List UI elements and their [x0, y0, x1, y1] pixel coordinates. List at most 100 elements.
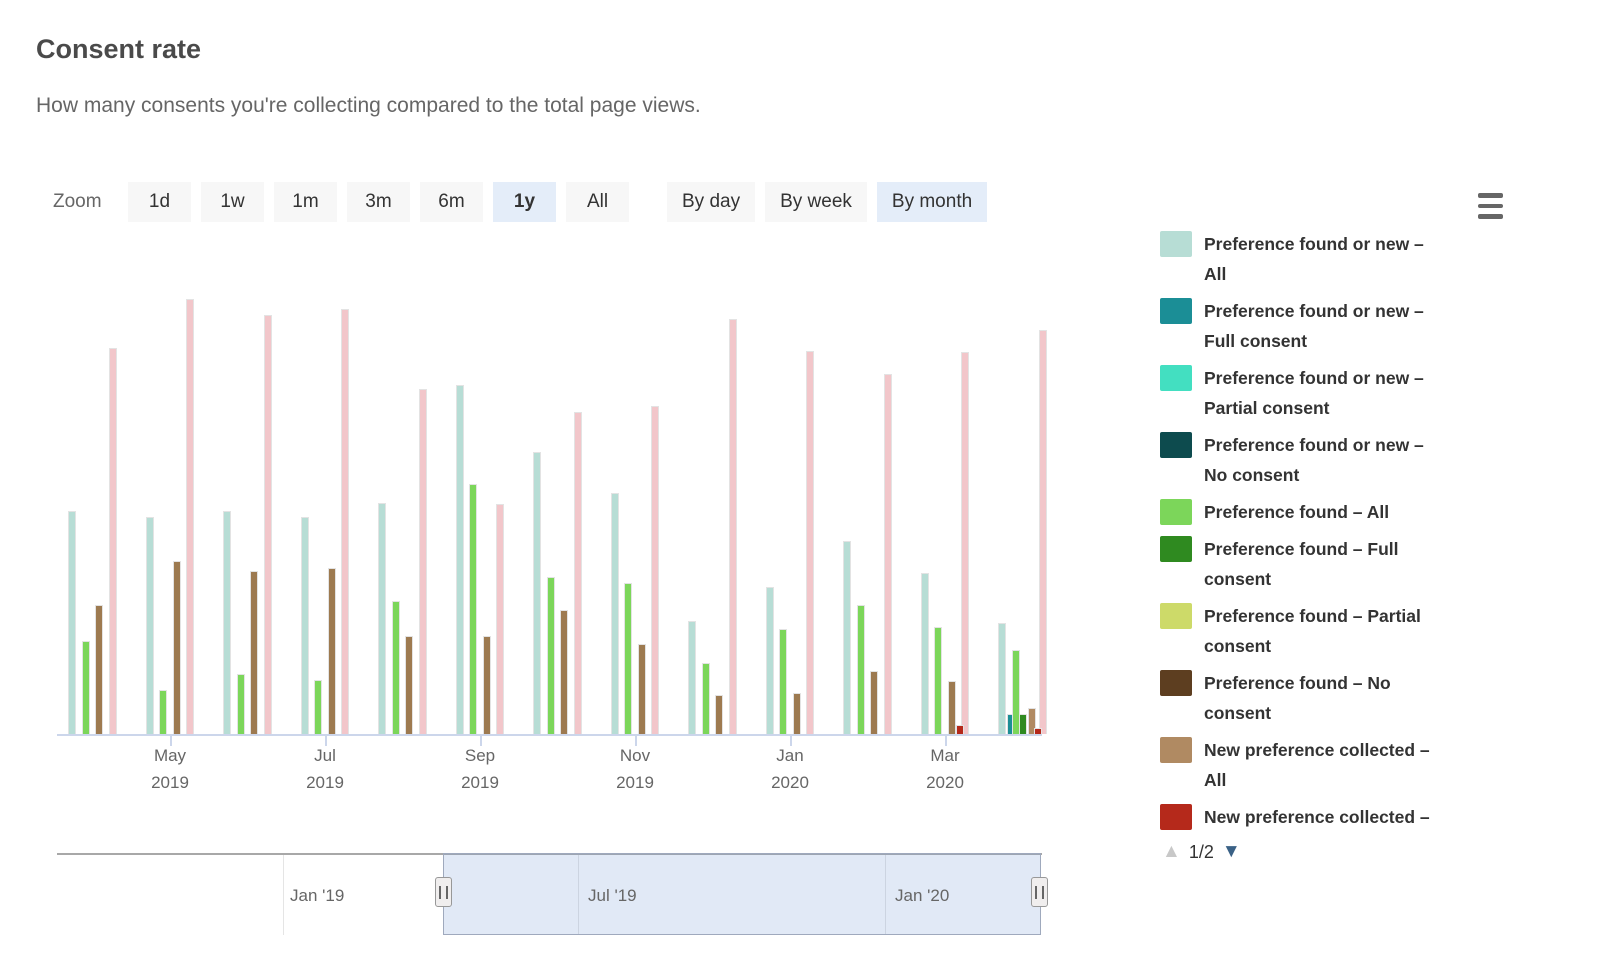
legend-item-label: Preference found – Partial consent [1204, 606, 1421, 656]
bar-pref-found-no-consent-jun-2019[interactable] [250, 570, 258, 734]
bar-new-pref-collected-red-apr-2020[interactable] [1033, 728, 1042, 734]
bar-pref-found-all-dec-2019[interactable] [701, 662, 710, 734]
bar-pref-found-no-consent-mar-2020[interactable] [947, 681, 956, 734]
zoom-button-3m[interactable]: 3m [347, 182, 410, 222]
bar-pref-found-or-new-all-dec-2019[interactable] [688, 620, 696, 734]
bar-pref-found-all-nov-2019[interactable] [624, 582, 632, 734]
bar-pref-found-all-jul-2019[interactable] [314, 680, 322, 734]
bar-pref-found-or-new-all-feb-2020[interactable] [843, 540, 851, 734]
bar-pref-found-or-new-all-nov-2019[interactable] [610, 492, 619, 734]
navigator-gridline [578, 855, 579, 935]
bar-pref-found-or-new-all-may-2019[interactable] [145, 517, 154, 734]
legend-item-2[interactable]: Preference found or new – Partial consent [1160, 363, 1552, 423]
bar-pref-found-no-consent-jul-2019[interactable] [327, 568, 336, 734]
bar-pref-found-no-consent-sep-2019[interactable] [482, 636, 491, 734]
grip-lines-icon [1034, 885, 1044, 899]
bar-unlabeled-pink-mar-2020[interactable] [961, 352, 969, 734]
legend-swatch [1160, 603, 1192, 629]
bar-pref-found-or-new-all-jul-2019[interactable] [300, 517, 309, 734]
bar-pref-found-all-oct-2019[interactable] [546, 576, 555, 734]
bar-pref-found-or-new-all-apr-2019[interactable] [68, 511, 76, 734]
navigator-handle-left[interactable] [434, 877, 452, 907]
bar-unlabeled-pink-jul-2019[interactable] [341, 309, 349, 734]
bar-unlabeled-pink-aug-2019[interactable] [418, 389, 427, 734]
granularity-button-by-day[interactable]: By day [667, 182, 756, 222]
legend-item-5[interactable]: Preference found – Full consent [1160, 534, 1552, 594]
legend: Preference found or new – All Preference f… [1160, 229, 1552, 863]
bar-pref-found-no-consent-dec-2019[interactable] [715, 694, 723, 734]
navigator-label: Jan '19 [290, 886, 345, 905]
plot-area [57, 240, 1047, 734]
zoom-button-All[interactable]: All [566, 182, 629, 222]
navigator-handle-right[interactable] [1030, 877, 1048, 907]
bar-pref-found-or-new-all-apr-2020[interactable] [998, 622, 1006, 734]
chart-context-menu-icon[interactable] [1478, 193, 1504, 219]
bar-pref-found-no-consent-feb-2020[interactable] [870, 670, 878, 734]
bar-unlabeled-pink-jun-2019[interactable] [263, 315, 272, 734]
bar-unlabeled-pink-apr-2020[interactable] [1038, 329, 1047, 734]
bar-pref-found-no-consent-apr-2019[interactable] [95, 605, 103, 734]
bar-pref-found-or-new-all-sep-2019[interactable] [455, 385, 464, 734]
bar-pref-found-all-sep-2019[interactable] [469, 484, 477, 734]
legend-swatch [1160, 499, 1192, 525]
legend-item-8[interactable]: New preference collected – All [1160, 735, 1552, 795]
legend-item-label: Preference found or new – All [1204, 234, 1424, 284]
granularity-button-by-month[interactable]: By month [876, 182, 988, 222]
bar-pref-found-all-jun-2019[interactable] [236, 674, 245, 734]
legend-swatch [1160, 536, 1192, 562]
navigator-gridline [283, 855, 284, 935]
bar-pref-found-no-consent-nov-2019[interactable] [637, 644, 646, 734]
zoom-button-1d[interactable]: 1d [128, 182, 191, 222]
bar-unlabeled-pink-apr-2019[interactable] [108, 348, 117, 734]
granularity-button-by-week[interactable]: By week [765, 182, 867, 222]
x-axis-tick [170, 736, 172, 746]
bar-pref-found-all-mar-2020[interactable] [934, 626, 942, 734]
legend-swatch [1160, 298, 1192, 324]
navigator-selected-range[interactable] [443, 853, 1041, 935]
legend-item-0[interactable]: Preference found or new – All [1160, 229, 1552, 289]
bar-unlabeled-pink-may-2019[interactable] [186, 298, 194, 734]
legend-item-label: Preference found – All [1204, 502, 1390, 522]
zoom-button-1w[interactable]: 1w [201, 182, 264, 222]
legend-item-1[interactable]: Preference found or new – Full consent [1160, 296, 1552, 356]
bar-unlabeled-pink-jan-2020[interactable] [806, 351, 814, 734]
bar-pref-found-all-aug-2019[interactable] [391, 601, 400, 734]
legend-item-6[interactable]: Preference found – Partial consent [1160, 601, 1552, 661]
x-axis-label: Mar 2020 [926, 746, 964, 792]
x-axis-label: May 2019 [151, 746, 189, 792]
bar-pref-found-no-consent-aug-2019[interactable] [405, 636, 413, 734]
bar-unlabeled-pink-dec-2019[interactable] [728, 319, 737, 734]
bar-unlabeled-pink-sep-2019[interactable] [496, 503, 504, 734]
bar-pref-found-no-consent-jan-2020[interactable] [792, 693, 801, 734]
bar-pref-found-all-feb-2020[interactable] [856, 605, 865, 734]
legend-swatch [1160, 365, 1192, 391]
legend-item-4[interactable]: Preference found – All [1160, 497, 1552, 527]
bar-pref-found-full-apr-2020[interactable] [1019, 714, 1027, 734]
bar-pref-found-or-new-all-mar-2020[interactable] [920, 572, 929, 734]
bar-pref-found-or-new-all-oct-2019[interactable] [533, 451, 541, 734]
bar-pref-found-no-consent-may-2019[interactable] [172, 561, 181, 734]
bar-pref-found-or-new-all-jan-2020[interactable] [765, 586, 774, 734]
bar-unlabeled-pink-oct-2019[interactable] [573, 411, 582, 734]
legend-page-down-icon[interactable]: ▼ [1221, 841, 1241, 862]
legend-item-7[interactable]: Preference found – No consent [1160, 668, 1552, 728]
navigator[interactable]: Jan '19 Jul '19 Jan '20 [57, 853, 1048, 935]
granularity-buttons-group: By day By week By month [667, 182, 997, 222]
zoom-button-1m[interactable]: 1m [274, 182, 337, 222]
bar-new-pref-collected-all-apr-2020[interactable] [1028, 707, 1036, 734]
bar-new-pref-collected-red-mar-2020[interactable] [956, 725, 964, 734]
zoom-button-1y[interactable]: 1y [493, 182, 556, 222]
bar-pref-found-or-new-all-aug-2019[interactable] [378, 502, 386, 734]
bar-pref-found-or-new-all-jun-2019[interactable] [223, 511, 231, 734]
bar-pref-found-all-apr-2019[interactable] [81, 641, 90, 734]
x-axis-tick [790, 736, 792, 746]
bar-pref-found-no-consent-oct-2019[interactable] [560, 610, 568, 734]
zoom-button-6m[interactable]: 6m [420, 182, 483, 222]
legend-item-9[interactable]: New preference collected – [1160, 802, 1552, 832]
bar-unlabeled-pink-feb-2020[interactable] [883, 373, 892, 734]
bar-pref-found-all-may-2019[interactable] [159, 690, 167, 734]
bar-pref-found-all-apr-2020[interactable] [1011, 650, 1020, 734]
bar-pref-found-all-jan-2020[interactable] [779, 628, 787, 734]
bar-unlabeled-pink-nov-2019[interactable] [651, 405, 659, 734]
legend-item-3[interactable]: Preference found or new – No consent [1160, 430, 1552, 490]
